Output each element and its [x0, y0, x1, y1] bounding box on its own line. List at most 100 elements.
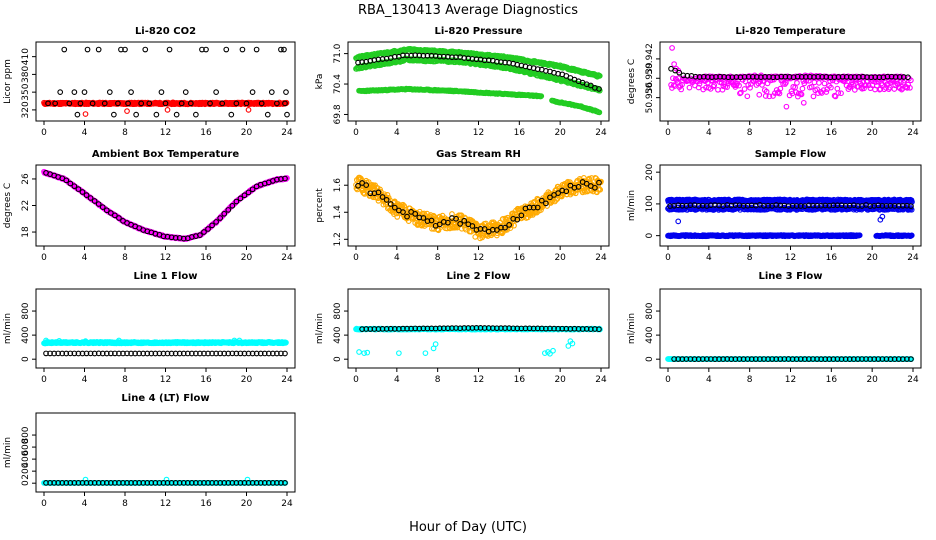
- data-point: [428, 217, 435, 224]
- data-point: [904, 85, 911, 91]
- panel-title: Sample Flow: [755, 149, 827, 160]
- data-point: [193, 111, 199, 118]
- data-point: [669, 45, 675, 51]
- data-point: [764, 80, 771, 87]
- data-point: [283, 89, 289, 95]
- x-tick-label: 8: [122, 253, 128, 263]
- data-point: [201, 229, 207, 235]
- data-point: [429, 225, 435, 232]
- x-tick-label: 4: [706, 253, 712, 263]
- data-point: [116, 215, 122, 221]
- data-point: [82, 111, 89, 117]
- data-point: [675, 75, 682, 82]
- data-point: [724, 84, 730, 90]
- data-point: [221, 210, 228, 217]
- data-point: [394, 214, 401, 220]
- data-point: [264, 111, 271, 118]
- y-axis-label: kPa: [315, 74, 325, 90]
- data-point: [253, 46, 260, 53]
- panel-title: Line 1 Flow: [134, 271, 198, 282]
- data-point: [401, 203, 408, 209]
- series-raw-zero-b: [873, 232, 915, 240]
- y-tick-label: 100: [645, 195, 655, 212]
- y-tick-label: 26: [21, 173, 31, 185]
- y-tick-label: 800: [21, 302, 31, 319]
- data-point: [66, 100, 73, 107]
- data-point: [75, 186, 82, 192]
- data-point: [71, 183, 78, 190]
- data-point: [763, 88, 770, 95]
- x-tick-label: 0: [665, 128, 671, 138]
- y-tick-label: 18: [21, 226, 31, 238]
- data-point: [545, 189, 552, 195]
- data-point: [99, 204, 106, 210]
- data-point: [400, 201, 406, 208]
- data-point: [597, 186, 604, 193]
- data-point: [164, 107, 171, 113]
- x-tick-label: 4: [706, 128, 712, 138]
- y-axis-label: degrees C: [627, 59, 637, 104]
- data-point: [461, 217, 468, 224]
- data-point: [282, 175, 288, 182]
- data-point: [122, 46, 128, 53]
- x-tick-label: 0: [41, 253, 47, 263]
- data-point: [237, 195, 244, 202]
- data-point: [834, 85, 841, 92]
- x-tick-label: 16: [200, 253, 212, 263]
- series-raw: [41, 339, 289, 347]
- y-tick-label: 200: [645, 163, 655, 180]
- x-tick-label: 12: [473, 253, 484, 263]
- data-point: [719, 86, 726, 93]
- x-tick-label: 4: [394, 253, 400, 263]
- x-tick-label: 24: [281, 128, 293, 138]
- data-point: [514, 216, 521, 223]
- data-point: [676, 69, 683, 76]
- x-tick-label: 8: [435, 253, 441, 263]
- y-tick-label: 0: [645, 233, 655, 239]
- data-point: [457, 221, 463, 227]
- y-tick-label: 22: [21, 200, 31, 211]
- data-point: [284, 111, 290, 118]
- data-point: [384, 191, 391, 198]
- data-point: [596, 109, 603, 116]
- data-point: [738, 89, 744, 96]
- data-point: [554, 196, 561, 202]
- data-point: [363, 182, 370, 188]
- data-point: [686, 84, 693, 91]
- data-point: [95, 201, 102, 207]
- y-axis-label: ml/min: [3, 313, 13, 344]
- data-point: [481, 226, 488, 232]
- data-point: [744, 93, 751, 100]
- data-point: [81, 89, 88, 95]
- data-point: [173, 111, 180, 118]
- data-point: [355, 182, 361, 189]
- data-point: [74, 111, 81, 118]
- x-tick-label: 24: [281, 253, 293, 263]
- data-point: [587, 82, 594, 89]
- data-point: [508, 222, 515, 228]
- data-point: [823, 89, 830, 95]
- y-tick-label: 1.6: [333, 178, 343, 193]
- figure-xlabel: Hour of Day (UTC): [409, 520, 527, 535]
- y-tick-label: 380: [21, 66, 31, 83]
- data-point: [166, 46, 173, 53]
- x-tick-label: 24: [281, 375, 293, 385]
- data-point: [794, 79, 800, 86]
- x-tick-label: 4: [394, 128, 400, 138]
- figure-title: RBA_130413 Average Diagnostics: [358, 3, 578, 18]
- data-point: [420, 215, 427, 221]
- x-tick-label: 0: [41, 375, 47, 385]
- data-point: [671, 61, 677, 67]
- y-tick-label: 50.936: [645, 82, 655, 114]
- data-point: [851, 87, 858, 93]
- data-point: [197, 232, 203, 239]
- data-point: [103, 207, 110, 214]
- data-point: [101, 100, 108, 107]
- series-raw-upper: [353, 45, 603, 80]
- y-tick-label: 69.8: [333, 104, 343, 124]
- x-tick-label: 20: [554, 128, 566, 138]
